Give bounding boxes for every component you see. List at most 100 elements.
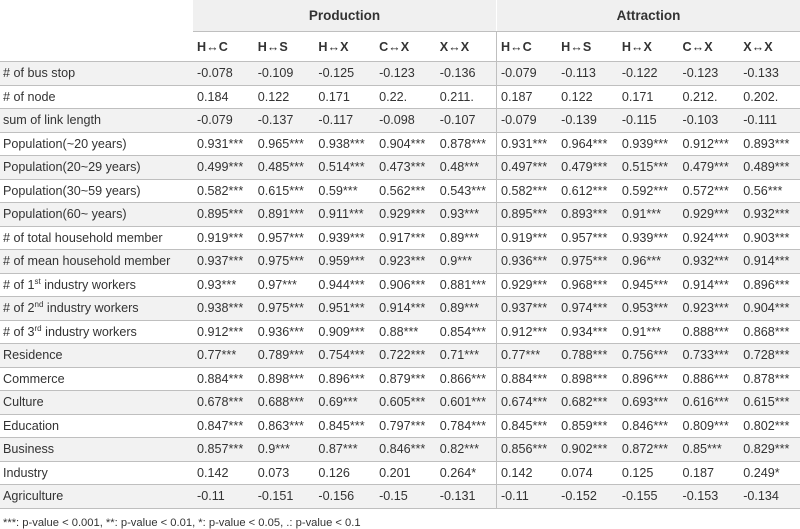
table-cell: 0.939*** — [617, 132, 679, 156]
table-cell: 0.924*** — [678, 226, 740, 250]
table-cell: 0.184 — [193, 85, 254, 109]
table-cell: -0.122 — [617, 61, 679, 86]
sub-header-cell: H↔X — [617, 31, 679, 62]
table-cell: 0.77*** — [193, 343, 254, 368]
table-row: # of 3rd industry workers 0.912*** 0.936**… — [0, 320, 800, 344]
row-label: # of total household member — [0, 226, 194, 250]
table-cell: 0.937*** — [495, 296, 558, 321]
table-cell: 0.895*** — [193, 202, 254, 227]
table-cell: 0.934*** — [557, 320, 618, 344]
table-row: Population(20~29 years) 0.499*** 0.485*** 0… — [0, 155, 800, 180]
table-cell: 0.938*** — [193, 296, 254, 321]
row-label: # of bus stop — [0, 61, 194, 86]
table-cell: 0.914*** — [678, 273, 740, 297]
table-row: # of bus stop -0.078 -0.109 -0.125 -0.123 -0.… — [0, 61, 800, 86]
table-cell: 0.515*** — [617, 155, 679, 180]
sub-header-cell: X↔X — [739, 31, 800, 62]
table-cell: 0.85*** — [678, 437, 740, 462]
table-cell: 0.859*** — [557, 414, 618, 438]
table-cell: -0.139 — [557, 108, 618, 133]
table-cell: 0.93*** — [435, 202, 497, 227]
group-header-attraction: Attraction — [496, 0, 800, 32]
table-row: # of total household member 0.919*** 0.957… — [0, 226, 800, 250]
row-label-prefix: # of 2 — [3, 301, 35, 316]
table-cell: -0.133 — [739, 61, 800, 86]
table-cell: 0.87*** — [314, 437, 376, 462]
table-cell: 0.91*** — [617, 202, 679, 227]
table-cell: 0.9*** — [253, 437, 315, 462]
table-cell: 0.904*** — [375, 132, 436, 156]
table-cell: 0.932*** — [678, 249, 740, 274]
table-cell: 0.938*** — [314, 132, 376, 156]
table-body: # of bus stop -0.078 -0.109 -0.125 -0.123 -0.… — [0, 61, 800, 509]
table-cell: 0.929*** — [678, 202, 740, 227]
row-label: Business — [0, 437, 194, 462]
table-cell: 0.893*** — [739, 132, 800, 156]
table-cell: 0.898*** — [253, 367, 315, 391]
row-label: sum of link length — [0, 108, 194, 133]
table-cell: 0.974*** — [557, 296, 618, 321]
table-cell: 0.722*** — [375, 343, 436, 368]
table-cell: -0.131 — [435, 484, 497, 509]
table-cell: 0.845*** — [314, 414, 376, 438]
table-cell: 0.122 — [557, 85, 618, 109]
table-cell: 0.902*** — [557, 437, 618, 462]
table-cell: -0.078 — [193, 61, 254, 86]
table-cell: 0.896*** — [314, 367, 376, 391]
table-cell: 0.187 — [495, 85, 558, 109]
table-cell: 0.171 — [617, 85, 679, 109]
table-cell: -0.134 — [739, 484, 800, 509]
row-label-suffix: industry workers — [40, 277, 136, 292]
table-cell: 0.878*** — [739, 367, 800, 391]
table-cell: 0.797*** — [375, 414, 436, 438]
table-cell: 0.911*** — [314, 202, 376, 227]
table-row: Industry 0.142 0.073 0.126 0.201 0.264* 0.142 0… — [0, 461, 800, 485]
table-cell: 0.615*** — [739, 390, 800, 415]
table-cell: -0.151 — [253, 484, 315, 509]
table-cell: 0.9*** — [435, 249, 497, 274]
sub-header-row: H↔C H↔S H↔X C↔X X↔X H↔C H↔S H↔X C↔X X↔X — [0, 31, 800, 62]
table-cell: 0.56*** — [739, 179, 800, 203]
table-cell: -0.136 — [435, 61, 497, 86]
table-cell: -0.111 — [739, 108, 800, 133]
table-row: # of node 0.184 0.122 0.171 0.22. 0.211. 0.187… — [0, 85, 800, 109]
table-row: Agriculture -0.11 -0.151 -0.156 -0.15 -0.131-… — [0, 484, 800, 509]
table-cell: 0.923*** — [678, 296, 740, 321]
table-cell: 0.59*** — [314, 179, 376, 203]
table-row: Residence 0.77*** 0.789*** 0.754*** 0.722***… — [0, 343, 800, 368]
row-label: Population(60~ years) — [0, 202, 194, 227]
table-cell: 0.898*** — [557, 367, 618, 391]
table-header: Production Attraction H↔C H↔S H↔X C↔X X↔X H↔C… — [0, 0, 800, 62]
table-cell: 0.592*** — [617, 179, 679, 203]
table-row: sum of link length -0.079 -0.137 -0.117 -0.0… — [0, 108, 800, 133]
table-row: # of mean household member 0.937*** 0.975*… — [0, 249, 800, 274]
table-cell: 0.903*** — [739, 226, 800, 250]
table-cell: 0.074 — [557, 461, 618, 485]
table-cell: 0.499*** — [193, 155, 254, 180]
table-cell: 0.879*** — [375, 367, 436, 391]
row-label-ordinal: nd — [34, 300, 44, 310]
table-cell: 0.931*** — [193, 132, 254, 156]
table-cell: 0.919*** — [495, 226, 558, 250]
table-cell: 0.89*** — [435, 226, 497, 250]
table-cell: 0.904*** — [739, 296, 800, 321]
table-cell: 0.951*** — [314, 296, 376, 321]
table-cell: 0.616*** — [678, 390, 740, 415]
table-cell: 0.97*** — [253, 273, 315, 297]
table-cell: 0.968*** — [557, 273, 618, 297]
table-cell: 0.957*** — [253, 226, 315, 250]
table-cell: 0.88*** — [375, 320, 436, 344]
table-cell: 0.965*** — [253, 132, 315, 156]
table-cell: 0.919*** — [193, 226, 254, 250]
table-cell: -0.123 — [678, 61, 740, 86]
table-cell: -0.125 — [314, 61, 376, 86]
row-label: Commerce — [0, 367, 194, 391]
row-label-suffix: industry workers — [41, 324, 137, 339]
row-label: # of 1st industry workers — [0, 273, 194, 297]
sub-header-cell: H↔C — [193, 31, 254, 62]
row-label-prefix: # of 1 — [3, 277, 35, 292]
table-row: Culture 0.678*** 0.688*** 0.69*** 0.605*** 0.… — [0, 390, 800, 415]
table-cell: -0.103 — [678, 108, 740, 133]
table-cell: 0.975*** — [253, 296, 315, 321]
sub-header-corner — [0, 31, 194, 62]
